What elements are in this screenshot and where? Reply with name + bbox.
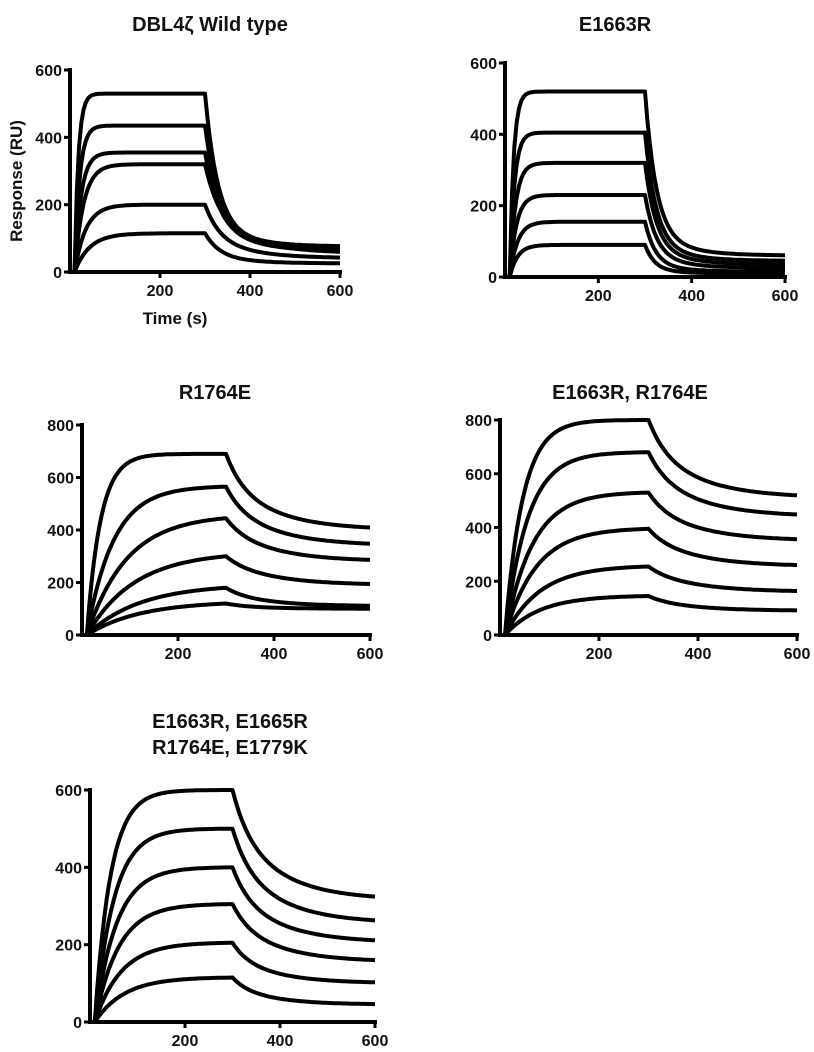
sensorgram-line [93,975,375,1024]
x-tick-label: 600 [784,646,811,663]
sensorgram-line [92,788,376,1023]
sensorgram-line [507,193,785,278]
y-tick-label: 600 [470,56,497,73]
sensorgram-line [72,202,341,273]
y-tick-label: 600 [465,467,492,484]
x-tick-label: 400 [237,283,264,300]
sensorgram-panel-wild-type: DBL4ζ Wild type 0 200 400 600 200 400 600 Time … [0,0,380,340]
y-tick-label: 600 [35,63,62,80]
sensorgram-panel-r1764e: R1764E 0 200 400 600 800 200 400 600 [20,370,400,670]
sensorgram-line [507,89,785,278]
sensorgram-line [503,450,798,636]
y-tick-label: 400 [470,127,497,144]
sensorgram-line [503,418,798,636]
x-tick-label: 200 [147,283,174,300]
y-tick-label: 600 [47,471,74,488]
sensorgram-line [85,601,370,637]
chart-title: E1663R, E1665R [152,711,308,733]
x-tick-label: 400 [685,646,712,663]
sensorgram-line [92,865,376,1023]
sensorgram-line [85,554,371,637]
sensorgram-line [72,91,340,273]
chart-plot: 0 200 400 600 200 400 600 [470,56,799,305]
y-tick-label: 0 [53,265,62,282]
y-tick-label: 0 [483,628,492,645]
sensorgram-line [92,902,376,1023]
sensorgram-line [507,130,786,278]
x-tick-label: 600 [357,646,384,663]
y-tick-label: 200 [470,199,497,216]
x-tick-label: 200 [585,288,612,305]
y-tick-label: 800 [47,418,74,435]
sensorgram-line [84,516,371,636]
sensorgram-line [92,826,376,1023]
sensorgram-line [507,160,786,278]
x-tick-label: 600 [772,288,799,305]
y-tick-label: 800 [465,413,492,430]
sensorgram-line [503,490,798,636]
x-tick-label: 400 [261,646,288,663]
chart-plot: 0 200 400 600 800 200 400 600 [465,413,811,663]
y-tick-label: 400 [465,521,492,538]
sensorgram-line [85,585,370,637]
y-tick-label: 200 [35,198,62,215]
sensorgram-panel-quad-mutant: E1663R, E1665R R1764E, E1779K 0 200 400 600… [20,705,400,1052]
y-tick-label: 0 [488,270,497,287]
x-tick-label: 600 [327,283,354,300]
chart-subtitle: R1764E, E1779K [152,737,308,759]
chart-plot: 0 200 400 600 200 400 600 [55,783,389,1050]
sensorgram-line [72,231,340,273]
y-tick-label: 600 [55,783,82,800]
x-axis-label: Time (s) [143,309,208,328]
sensorgram-line [72,162,341,273]
y-tick-label: 200 [55,938,82,955]
x-tick-label: 200 [586,646,613,663]
x-tick-label: 400 [267,1033,294,1050]
chart-title: E1663R [578,14,652,36]
y-tick-label: 200 [47,576,74,593]
chart-plot: 0 200 400 600 800 200 400 600 [47,418,384,663]
chart-title: R1764E [178,382,252,404]
y-tick-label: 400 [47,523,74,540]
sensorgram-line [84,451,371,636]
y-tick-label: 0 [65,628,74,645]
x-tick-label: 200 [165,646,192,663]
sensorgram-line [92,940,375,1023]
x-tick-label: 600 [362,1033,389,1050]
y-tick-label: 0 [73,1015,82,1032]
chart-title: E1663R, R1764E [552,382,708,404]
y-axis-label: Response (RU) [7,120,26,242]
y-tick-label: 400 [35,130,62,147]
x-tick-label: 200 [172,1033,199,1050]
sensorgram-line [503,564,797,636]
sensorgram-line [84,484,371,636]
x-tick-label: 400 [678,288,705,305]
sensorgram-line [503,526,798,636]
y-tick-label: 200 [465,574,492,591]
sensorgram-line [507,242,785,278]
y-tick-label: 400 [55,860,82,877]
chart-plot: 0 200 400 600 200 400 600 Time (s) Response (RU) [7,63,354,328]
sensorgram-panel-e1663r: E1663R 0 200 400 600 200 400 600 [430,0,814,320]
chart-title: DBL4ζ Wild type [132,14,288,36]
sensorgram-panel-e1663r-r1764e: E1663R, R1764E 0 200 400 600 800 200 400 600 [450,370,814,670]
sensorgram-line [503,594,797,637]
